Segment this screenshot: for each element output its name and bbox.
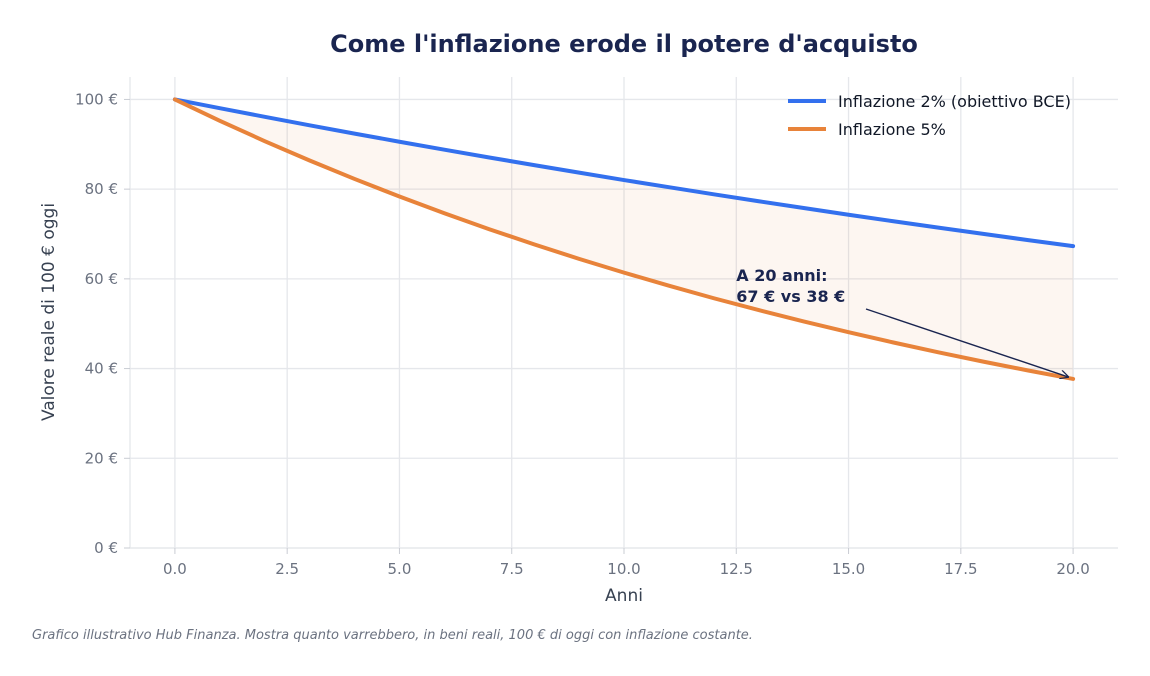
annotation: A 20 anni: 67 € vs 38 €: [736, 266, 1068, 377]
legend: Inflazione 2% (obiettivo BCE) Inflazione …: [788, 92, 1071, 139]
series-line-2: [172, 97, 1076, 381]
x-tick-label: 10.0: [607, 560, 640, 578]
y-tick-label: 40 €: [85, 360, 118, 378]
y-tick-label: 20 €: [85, 449, 118, 467]
y-axis-label: Valore reale di 100 € oggi: [39, 203, 59, 421]
x-tick-label: 5.0: [388, 560, 412, 578]
y-ticks: 0 € 20 € 40 € 60 € 80 € 100 €: [75, 90, 130, 557]
annotation-arrow: [865, 308, 1068, 377]
annotation-line-2: 67 € vs 38 €: [736, 287, 845, 306]
y-tick-label: 0 €: [94, 539, 118, 557]
x-tick-label: 15.0: [832, 560, 865, 578]
x-tick-label: 17.5: [944, 560, 977, 578]
y-tick-label: 100 €: [75, 90, 118, 108]
x-tick-label: 2.5: [275, 560, 299, 578]
legend-label-2: Inflazione 5%: [838, 120, 946, 139]
fill-between-area: [174, 99, 1074, 379]
x-tick-label: 12.5: [720, 560, 753, 578]
x-axis-label: Anni: [605, 586, 643, 606]
chart-footnote: Grafico illustrativo Hub Finanza. Mostra…: [32, 628, 753, 643]
x-ticks: 0.0 2.5 5.0 7.5 10.0 12.5 15.0 17.5 20.0: [163, 548, 1090, 578]
inflation-chart: 0.0 2.5 5.0 7.5 10.0 12.5 15.0 17.5 20.0 0 € 20 € 4…: [39, 30, 1118, 606]
y-tick-label: 60 €: [85, 270, 118, 288]
x-tick-label: 7.5: [500, 560, 524, 578]
x-tick-label: 0.0: [163, 560, 187, 578]
series-line-1: [172, 97, 1076, 249]
annotation-line-1: A 20 anni:: [736, 266, 827, 285]
x-tick-label: 20.0: [1056, 560, 1089, 578]
chart-title: Come l'inflazione erode il potere d'acqu…: [330, 30, 918, 58]
y-tick-label: 80 €: [85, 180, 118, 198]
legend-label-1: Inflazione 2% (obiettivo BCE): [838, 92, 1071, 111]
